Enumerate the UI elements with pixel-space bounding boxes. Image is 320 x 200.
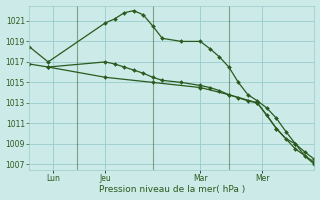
X-axis label: Pression niveau de la mer( hPa ): Pression niveau de la mer( hPa ) <box>99 185 245 194</box>
